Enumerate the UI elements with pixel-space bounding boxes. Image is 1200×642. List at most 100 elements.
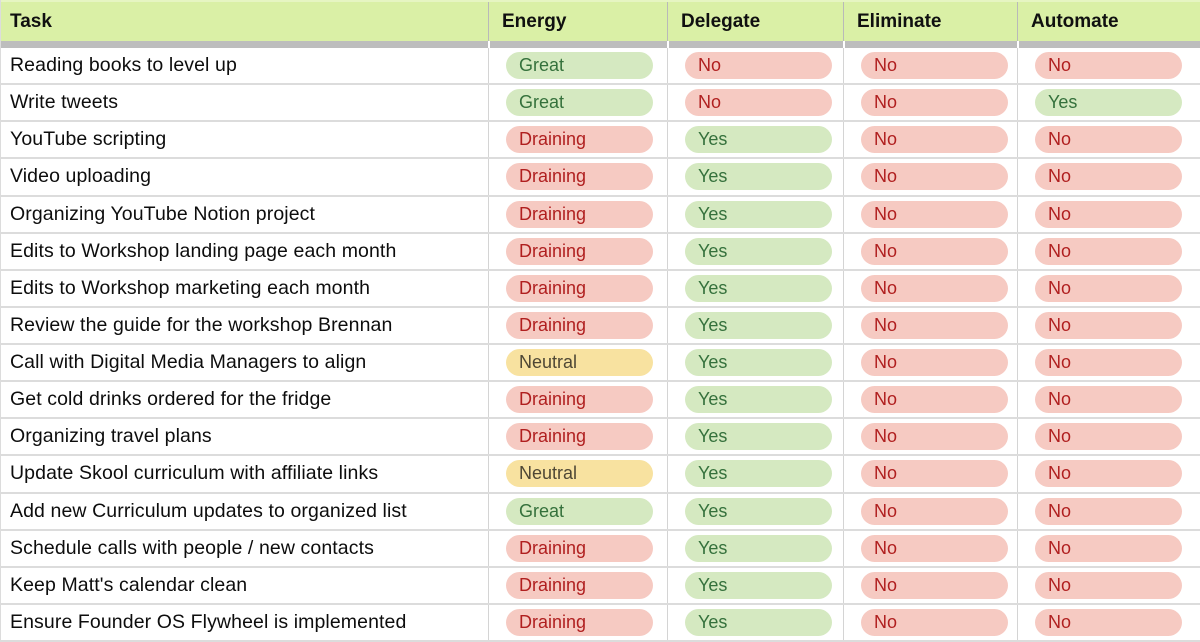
delegate-pill[interactable]: No: [685, 89, 832, 117]
energy-pill[interactable]: Draining: [506, 237, 653, 265]
energy-cell[interactable]: Neutral: [488, 345, 667, 381]
energy-cell[interactable]: Great: [488, 85, 667, 121]
delegate-cell[interactable]: Yes: [667, 307, 843, 343]
eliminate-pill[interactable]: No: [861, 608, 1008, 636]
automate-pill[interactable]: No: [1035, 534, 1182, 562]
eliminate-pill[interactable]: No: [861, 163, 1008, 191]
delegate-pill[interactable]: Yes: [685, 534, 832, 562]
automate-cell[interactable]: No: [1017, 159, 1200, 195]
eliminate-pill[interactable]: No: [861, 200, 1008, 228]
delegate-cell[interactable]: Yes: [667, 419, 843, 455]
column-header-energy[interactable]: Energy: [488, 2, 667, 41]
energy-cell[interactable]: Draining: [488, 233, 667, 269]
eliminate-pill[interactable]: No: [861, 423, 1008, 451]
eliminate-cell[interactable]: No: [843, 85, 1017, 121]
delegate-cell[interactable]: No: [667, 85, 843, 121]
column-header-eliminate[interactable]: Eliminate: [843, 2, 1017, 41]
eliminate-cell[interactable]: No: [843, 493, 1017, 529]
task-cell[interactable]: YouTube scripting: [1, 122, 488, 157]
energy-cell[interactable]: Draining: [488, 604, 667, 640]
energy-cell[interactable]: Draining: [488, 270, 667, 306]
eliminate-pill[interactable]: No: [861, 311, 1008, 339]
automate-pill[interactable]: Yes: [1035, 89, 1182, 117]
column-header-task[interactable]: Task: [10, 10, 52, 32]
delegate-pill[interactable]: Yes: [685, 423, 832, 451]
eliminate-cell[interactable]: No: [843, 196, 1017, 232]
energy-cell[interactable]: Great: [488, 48, 667, 84]
automate-cell[interactable]: No: [1017, 382, 1200, 418]
automate-pill[interactable]: No: [1035, 311, 1182, 339]
energy-pill[interactable]: Great: [506, 497, 653, 525]
task-cell[interactable]: Organizing YouTube Notion project: [1, 197, 488, 232]
automate-cell[interactable]: No: [1017, 233, 1200, 269]
delegate-pill[interactable]: No: [685, 52, 832, 80]
task-cell[interactable]: Add new Curriculum updates to organized …: [1, 494, 488, 529]
delegate-cell[interactable]: Yes: [667, 122, 843, 158]
task-cell[interactable]: Schedule calls with people / new contact…: [1, 531, 488, 566]
energy-pill[interactable]: Neutral: [506, 349, 653, 377]
eliminate-pill[interactable]: No: [861, 460, 1008, 488]
delegate-pill[interactable]: Yes: [685, 497, 832, 525]
delegate-cell[interactable]: Yes: [667, 196, 843, 232]
delegate-pill[interactable]: Yes: [685, 200, 832, 228]
automate-cell[interactable]: No: [1017, 493, 1200, 529]
column-header-automate[interactable]: Automate: [1017, 2, 1200, 41]
task-cell[interactable]: Edits to Workshop landing page each mont…: [1, 234, 488, 269]
delegate-pill[interactable]: Yes: [685, 460, 832, 488]
automate-pill[interactable]: No: [1035, 163, 1182, 191]
energy-cell[interactable]: Draining: [488, 307, 667, 343]
delegate-pill[interactable]: Yes: [685, 274, 832, 302]
eliminate-pill[interactable]: No: [861, 126, 1008, 154]
task-cell[interactable]: Call with Digital Media Managers to alig…: [1, 345, 488, 380]
energy-cell[interactable]: Draining: [488, 530, 667, 566]
automate-cell[interactable]: No: [1017, 196, 1200, 232]
automate-pill[interactable]: No: [1035, 52, 1182, 80]
eliminate-pill[interactable]: No: [861, 274, 1008, 302]
automate-pill[interactable]: No: [1035, 423, 1182, 451]
eliminate-pill[interactable]: No: [861, 386, 1008, 414]
eliminate-pill[interactable]: No: [861, 571, 1008, 599]
task-cell[interactable]: Reading books to level up: [1, 48, 488, 83]
eliminate-cell[interactable]: No: [843, 345, 1017, 381]
delegate-cell[interactable]: Yes: [667, 159, 843, 195]
energy-pill[interactable]: Draining: [506, 200, 653, 228]
energy-pill[interactable]: Draining: [506, 274, 653, 302]
energy-cell[interactable]: Great: [488, 493, 667, 529]
automate-cell[interactable]: Yes: [1017, 85, 1200, 121]
energy-cell[interactable]: Draining: [488, 567, 667, 603]
column-header-delegate[interactable]: Delegate: [667, 2, 843, 41]
eliminate-cell[interactable]: No: [843, 604, 1017, 640]
automate-pill[interactable]: No: [1035, 237, 1182, 265]
automate-cell[interactable]: No: [1017, 419, 1200, 455]
eliminate-cell[interactable]: No: [843, 567, 1017, 603]
energy-pill[interactable]: Draining: [506, 608, 653, 636]
eliminate-cell[interactable]: No: [843, 456, 1017, 492]
automate-cell[interactable]: No: [1017, 122, 1200, 158]
eliminate-cell[interactable]: No: [843, 159, 1017, 195]
automate-pill[interactable]: No: [1035, 349, 1182, 377]
automate-cell[interactable]: No: [1017, 270, 1200, 306]
eliminate-pill[interactable]: No: [861, 237, 1008, 265]
delegate-pill[interactable]: Yes: [685, 126, 832, 154]
automate-cell[interactable]: No: [1017, 307, 1200, 343]
energy-pill[interactable]: Draining: [506, 163, 653, 191]
delegate-pill[interactable]: Yes: [685, 163, 832, 191]
delegate-pill[interactable]: Yes: [685, 237, 832, 265]
delegate-cell[interactable]: Yes: [667, 456, 843, 492]
energy-pill[interactable]: Draining: [506, 571, 653, 599]
energy-pill[interactable]: Draining: [506, 386, 653, 414]
eliminate-cell[interactable]: No: [843, 419, 1017, 455]
eliminate-cell[interactable]: No: [843, 307, 1017, 343]
energy-pill[interactable]: Great: [506, 89, 653, 117]
delegate-cell[interactable]: Yes: [667, 382, 843, 418]
delegate-cell[interactable]: Yes: [667, 530, 843, 566]
delegate-cell[interactable]: No: [667, 48, 843, 84]
task-cell[interactable]: Organizing travel plans: [1, 419, 488, 454]
automate-pill[interactable]: No: [1035, 497, 1182, 525]
automate-cell[interactable]: No: [1017, 48, 1200, 84]
delegate-cell[interactable]: Yes: [667, 493, 843, 529]
energy-cell[interactable]: Draining: [488, 122, 667, 158]
energy-pill[interactable]: Draining: [506, 311, 653, 339]
energy-cell[interactable]: Draining: [488, 159, 667, 195]
delegate-cell[interactable]: Yes: [667, 270, 843, 306]
